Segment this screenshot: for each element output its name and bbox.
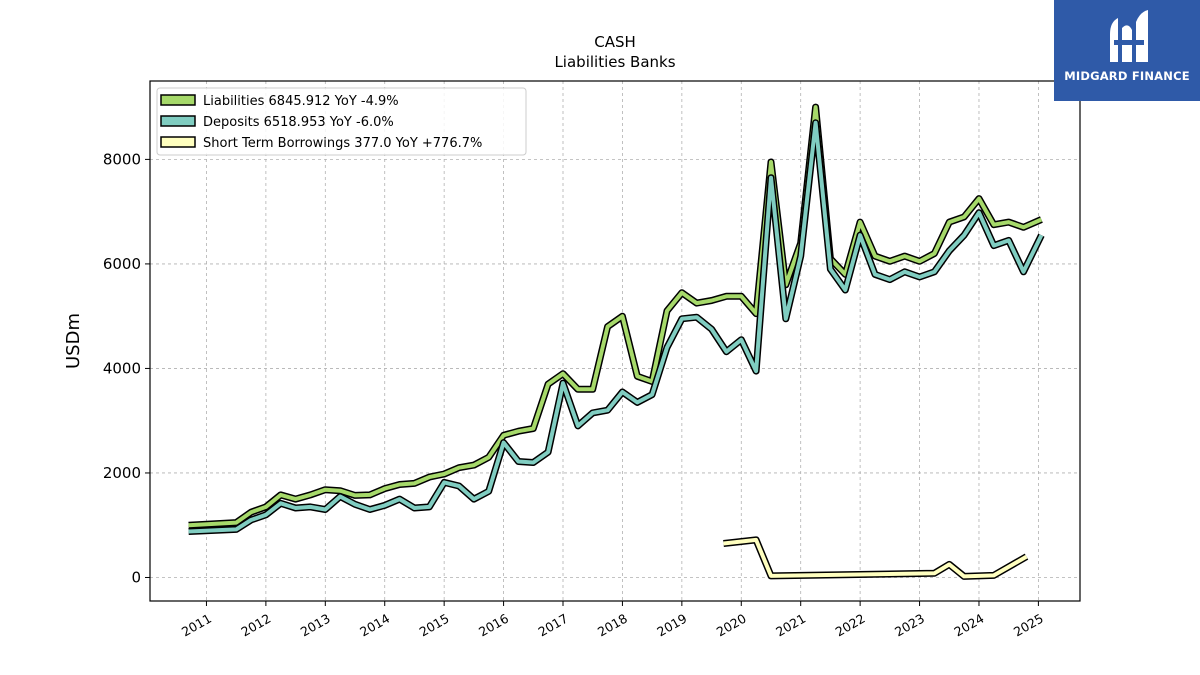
x-tick-label: 2021 (773, 611, 808, 640)
x-tick-label: 2014 (357, 611, 392, 640)
y-tick-label: 8000 (103, 150, 141, 168)
midgard-finance-logo: MIDGARD FINANCE (1054, 0, 1200, 101)
legend-box (156, 87, 527, 156)
legend-swatch-1 (160, 115, 196, 127)
x-tick-label: 2023 (892, 611, 927, 640)
series-line-0 (188, 105, 1043, 528)
y-tick-label: 0 (131, 568, 141, 586)
x-tick-label: 2024 (951, 611, 986, 640)
x-tick-label: 2015 (417, 611, 452, 640)
x-tick-label: 2022 (833, 611, 868, 640)
x-tick-label: 2012 (238, 611, 273, 640)
legend-label-2: Short Term Borrowings 377.0 YoY +776.7% (203, 136, 482, 151)
series-line-outline-1 (188, 119, 1045, 535)
plot-frame (149, 80, 1081, 602)
y-tick-label: 4000 (103, 359, 141, 377)
y-axis-label: USDm (63, 313, 84, 369)
series-line-1 (188, 120, 1044, 534)
legend-label-0: Liabilities 6845.912 YoY -4.9% (203, 94, 399, 109)
x-tick-label: 2020 (714, 611, 749, 640)
grid-lines (150, 81, 1080, 601)
axes: 0 2000 4000 6000 8000 2011 2012 2013 2014 2015 201… (103, 80, 1081, 640)
chart-subtitle: Liabilities Banks (554, 53, 675, 71)
series-line-2 (723, 537, 1028, 579)
midgard-logo-icon (1110, 10, 1148, 62)
legend: Liabilities 6845.912 YoY -4.9% Deposits 6… (156, 87, 527, 156)
x-tick-label: 2018 (595, 611, 630, 640)
chart-title: CASH (594, 33, 636, 51)
x-tick-label: 2011 (179, 611, 214, 640)
x-tick-label: 2025 (1011, 611, 1046, 640)
legend-swatch-2 (160, 136, 196, 148)
x-tick-label: 2013 (298, 611, 333, 640)
plot-series (188, 103, 1045, 580)
y-tick-label: 2000 (103, 464, 141, 482)
logo-text: MIDGARD FINANCE (1064, 69, 1190, 83)
y-tick-label: 6000 (103, 255, 141, 273)
x-tick-label: 2019 (654, 611, 689, 640)
legend-label-1: Deposits 6518.953 YoY -6.0% (203, 115, 394, 130)
legend-swatch-0 (160, 94, 196, 106)
x-tick-label: 2017 (535, 611, 570, 640)
series-line-outline-0 (188, 103, 1043, 529)
x-tick-label: 2016 (476, 611, 511, 640)
